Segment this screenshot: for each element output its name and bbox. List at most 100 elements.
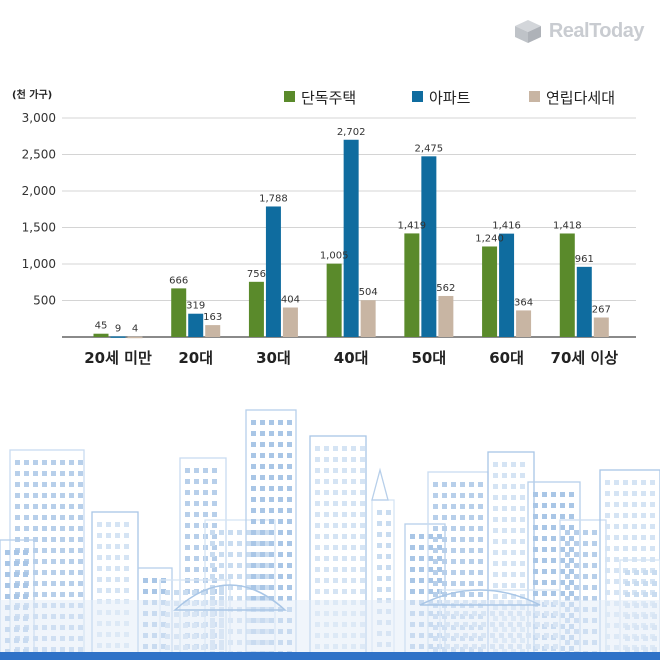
skyline-window [502,594,507,599]
skyline-window [634,592,639,597]
skyline-window [469,526,474,531]
skyline-window [255,574,260,579]
skyline-window [451,548,456,553]
category-label: 30대 [256,349,291,367]
bar-아파트-70세 이상 [576,266,592,337]
skyline-window [551,547,556,552]
skyline-window [442,493,447,498]
skyline-window [342,523,347,528]
bar-연립다세대-30대 [282,307,298,337]
skyline-arch [419,589,541,606]
skyline-window [632,480,637,485]
skyline-window [219,541,224,546]
skyline-window [333,589,338,594]
skyline-window [219,585,224,590]
skyline-window [212,479,217,484]
value-label: 1,788 [259,193,288,204]
skyline-window [542,503,547,508]
skyline-window [106,566,111,571]
skyline-window [315,534,320,539]
skyline-window [493,583,498,588]
category-label: 60대 [489,349,524,367]
skyline-window [386,554,391,559]
skyline-window [583,541,588,546]
skyline-window [237,541,242,546]
skyline-window [33,537,38,542]
skyline-window [351,479,356,484]
skyline-window [192,590,197,595]
skyline-window [255,563,260,568]
skyline-window [333,545,338,550]
skyline-window [324,556,329,561]
skyline-window [97,522,102,527]
skyline-building [245,409,297,660]
skyline-window [210,596,215,601]
skyline-window [410,578,415,583]
skyline-window [124,544,129,549]
bar-아파트-20세 미만 [110,336,126,338]
value-label: 1,418 [553,220,582,231]
skyline-window [315,468,320,473]
skyline-window [592,596,597,601]
skyline-window [278,464,283,469]
skyline-window [520,561,525,566]
skyline-window [278,541,283,546]
skyline-window [419,589,424,594]
skyline-window [502,528,507,533]
skyline-window [185,468,190,473]
skyline-window [469,570,474,575]
skyline-window [287,420,292,425]
skyline-window [351,457,356,462]
skyline-window [24,493,29,498]
skyline-window [511,550,516,555]
skyline-window [278,563,283,568]
skyline-window [324,468,329,473]
skyline-window [106,577,111,582]
skyline-window [203,468,208,473]
skyline-building [179,457,227,660]
value-label: 319 [186,301,205,312]
skyline-window [469,482,474,487]
skyline-window [360,468,365,473]
skyline-window [605,546,610,551]
skyline-window [219,596,224,601]
skyline-window [433,526,438,531]
skyline-window [502,495,507,500]
brand-name: RealToday [548,19,645,42]
skyline-window [69,548,74,553]
skyline-window [542,525,547,530]
skyline-window [78,504,83,509]
skyline-window [287,464,292,469]
skyline-window [269,442,274,447]
skyline-window [437,556,442,561]
skyline-window [641,546,646,551]
skyline-window [237,596,242,601]
skyline-window [493,473,498,478]
skyline-window [51,570,56,575]
skyline-window [605,590,610,595]
skyline-window [574,541,579,546]
skyline-window [78,460,83,465]
skyline-window [42,471,47,476]
skyline-window [533,536,538,541]
skyline-window [251,552,256,557]
skyline-window [5,583,10,588]
skyline-window [124,588,129,593]
skyline-window [342,567,347,572]
skyline-window [212,567,217,572]
skyline-window [97,533,102,538]
skyline-window [493,528,498,533]
skyline-window [185,556,190,561]
skyline-window [342,457,347,462]
skyline-window [351,512,356,517]
skyline-window [386,587,391,592]
skyline-window [106,544,111,549]
skyline-window [78,471,83,476]
skyline-window [583,596,588,601]
skyline-window [478,570,483,575]
category-label: 20세 미만 [84,349,152,367]
skyline-window [24,515,29,520]
skyline-window [115,533,120,538]
skyline-window [520,550,525,555]
skyline-window [278,530,283,535]
